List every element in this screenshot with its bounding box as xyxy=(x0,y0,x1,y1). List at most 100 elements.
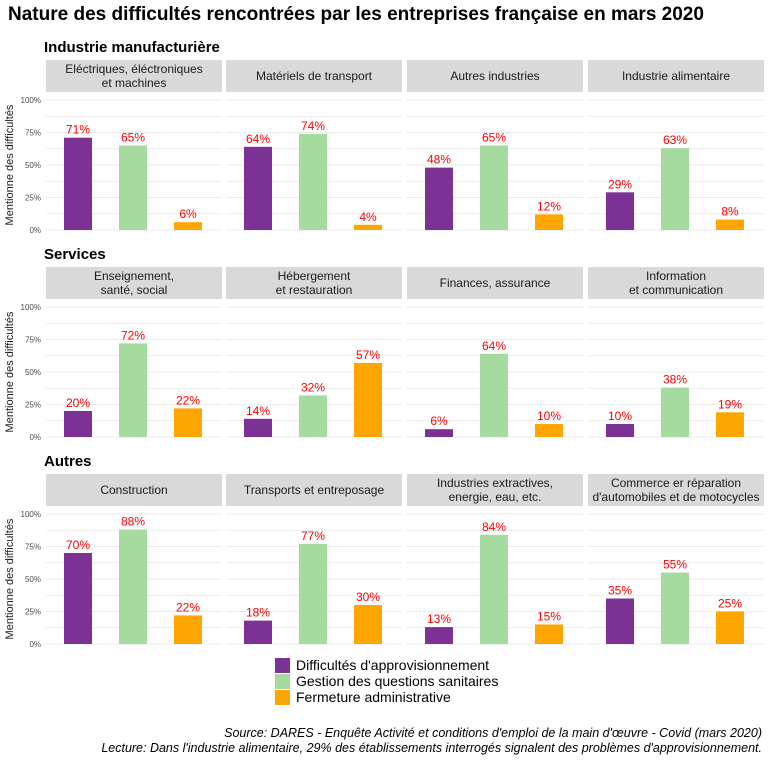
data-label: 64% xyxy=(482,339,506,353)
bar xyxy=(480,145,508,230)
data-label: 22% xyxy=(176,393,200,407)
facet-strip xyxy=(407,474,583,506)
y-tick-label: 50% xyxy=(25,575,41,584)
group-title: Services xyxy=(44,246,106,263)
facet-group: Industrie manufacturière Mentionne des di… xyxy=(4,39,764,235)
data-label: 63% xyxy=(663,133,687,147)
data-label: 8% xyxy=(721,205,739,219)
facet-strip xyxy=(407,267,583,299)
bar xyxy=(535,214,563,230)
y-tick-label: 75% xyxy=(25,129,41,138)
legend-label: Difficultés d'approvisionnement xyxy=(296,657,489,673)
bar xyxy=(64,137,92,230)
y-tick-label: 50% xyxy=(25,368,41,377)
facet-groups: Industrie manufacturière Mentionne des di… xyxy=(4,39,764,649)
data-label: 35% xyxy=(608,584,632,598)
data-label: 65% xyxy=(121,131,145,145)
data-label: 10% xyxy=(608,409,632,423)
facet-panel: Enseignement,santé, social 20% 72% 22% xyxy=(46,267,222,438)
data-label: 12% xyxy=(537,199,561,213)
facet-panel: Finances, assurance 6% 64% 10% xyxy=(407,267,583,438)
y-tick-label: 0% xyxy=(29,640,41,649)
facet-strip-label: Construction xyxy=(100,483,167,497)
bar xyxy=(425,167,453,230)
bar xyxy=(244,620,272,644)
facet-strip-label: santé, social xyxy=(101,283,168,297)
facet-strip xyxy=(588,267,764,299)
facet-strip-label: Matériels de transport xyxy=(256,69,373,83)
facet-panel: Matériels de transport 64% 74% 4% xyxy=(226,60,402,231)
facet-strip-label: Information xyxy=(646,269,706,283)
facet-strip xyxy=(46,474,222,506)
bar xyxy=(716,219,744,230)
facet-strip-label: Autres industries xyxy=(450,69,539,83)
group-title: Autres xyxy=(44,453,92,470)
bar xyxy=(119,529,147,644)
data-label: 15% xyxy=(537,610,561,624)
bar xyxy=(606,598,634,644)
y-tick-label: 100% xyxy=(21,96,41,105)
y-axis-label: Mentionne des difficultés xyxy=(4,104,16,225)
facet-strip-label: et machines xyxy=(102,76,167,90)
caption: Source: DARES - Enquête Activité et cond… xyxy=(101,726,762,755)
caption-line: Source: DARES - Enquête Activité et cond… xyxy=(224,726,762,740)
y-tick-label: 25% xyxy=(25,401,41,410)
y-tick-label: 100% xyxy=(21,303,41,312)
data-label: 64% xyxy=(246,132,270,146)
caption-line: Lecture: Dans l'industrie alimentaire, 2… xyxy=(101,741,762,755)
legend-swatch xyxy=(275,674,290,689)
bar xyxy=(535,624,563,644)
bar xyxy=(174,615,202,644)
bar xyxy=(354,362,382,437)
data-label: 77% xyxy=(301,529,325,543)
facet-strip-label: energie, eau, etc. xyxy=(449,490,542,504)
bar xyxy=(299,543,327,644)
data-label: 25% xyxy=(718,597,742,611)
facet-group: Autres Mentionne des difficultés 0% 25% 50% 7… xyxy=(4,453,764,649)
data-label: 29% xyxy=(608,177,632,191)
legend-swatch xyxy=(275,690,290,705)
bar xyxy=(119,343,147,437)
gridlines xyxy=(407,306,583,438)
y-tick-label: 0% xyxy=(29,226,41,235)
data-label: 71% xyxy=(66,123,90,137)
data-label: 20% xyxy=(66,396,90,410)
facet-strip-label: Eléctriques, éléctroniques xyxy=(65,62,202,76)
bar xyxy=(425,429,453,437)
bar xyxy=(661,148,689,230)
data-label: 22% xyxy=(176,600,200,614)
data-label: 19% xyxy=(718,397,742,411)
y-tick-label: 100% xyxy=(21,510,41,519)
bar xyxy=(354,605,382,644)
data-label: 32% xyxy=(301,380,325,394)
bar xyxy=(244,146,272,230)
facet-strip-label: et communication xyxy=(629,283,723,297)
data-label: 74% xyxy=(301,119,325,133)
y-axis-label: Mentionne des difficultés xyxy=(4,518,16,639)
facet-strip-label: d'automobiles et de motocycles xyxy=(592,490,759,504)
facet-strip xyxy=(407,60,583,92)
facet-strip-label: Industrie alimentaire xyxy=(622,69,730,83)
facet-strip xyxy=(46,267,222,299)
data-label: 10% xyxy=(537,409,561,423)
facet-strip-label: Industries extractives, xyxy=(437,476,553,490)
facet-panel: Construction 70% 88% 22% xyxy=(46,474,222,645)
facet-strip-label: Finances, assurance xyxy=(440,276,551,290)
group-title: Industrie manufacturière xyxy=(44,39,220,56)
bar xyxy=(716,611,744,644)
facet-strip-label: et restauration xyxy=(276,283,353,297)
bar xyxy=(606,192,634,230)
data-label: 70% xyxy=(66,538,90,552)
facet-panel: Transports et entreposage 18% 77% 30% xyxy=(226,474,402,645)
bar xyxy=(244,418,272,437)
bar xyxy=(606,424,634,437)
facet-strip xyxy=(46,60,222,92)
data-label: 57% xyxy=(356,348,380,362)
facet-strip-label: Transports et entreposage xyxy=(244,483,385,497)
data-label: 4% xyxy=(359,210,377,224)
